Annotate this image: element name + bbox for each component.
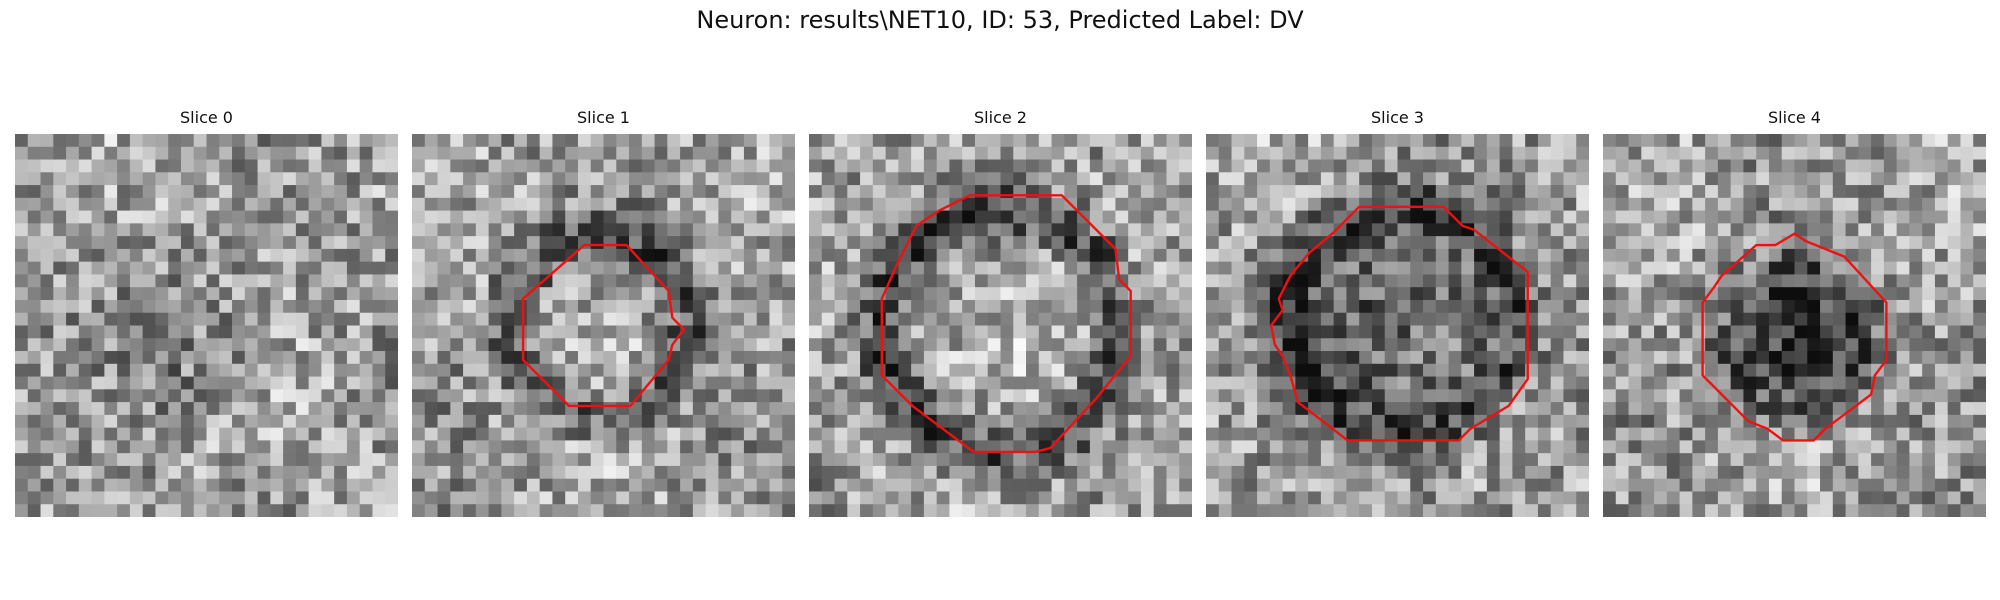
slice-image	[1603, 134, 1986, 517]
slice-image	[15, 134, 398, 517]
slice-title: Slice 2	[974, 108, 1027, 127]
slice-image	[412, 134, 795, 517]
slice-image	[809, 134, 1192, 517]
slice-image	[1206, 134, 1589, 517]
figure-title: Neuron: results\NET10, ID: 53, Predicted…	[696, 6, 1304, 34]
roi-contour	[521, 243, 686, 408]
slice-panel-1: Slice 1	[412, 108, 795, 518]
roi-contour	[880, 194, 1132, 454]
slice-panel-2: Slice 2	[809, 108, 1192, 518]
roi-contour	[1701, 232, 1888, 442]
slice-panel-4: Slice 4	[1603, 108, 1986, 518]
slice-panel-0: Slice 0	[15, 108, 398, 518]
slice-panel-3: Slice 3	[1206, 108, 1589, 518]
slice-title: Slice 0	[180, 108, 233, 127]
slice-title: Slice 3	[1371, 108, 1424, 127]
slice-title: Slice 4	[1768, 108, 1821, 127]
slice-title: Slice 1	[577, 108, 630, 127]
roi-contour	[1269, 205, 1529, 442]
